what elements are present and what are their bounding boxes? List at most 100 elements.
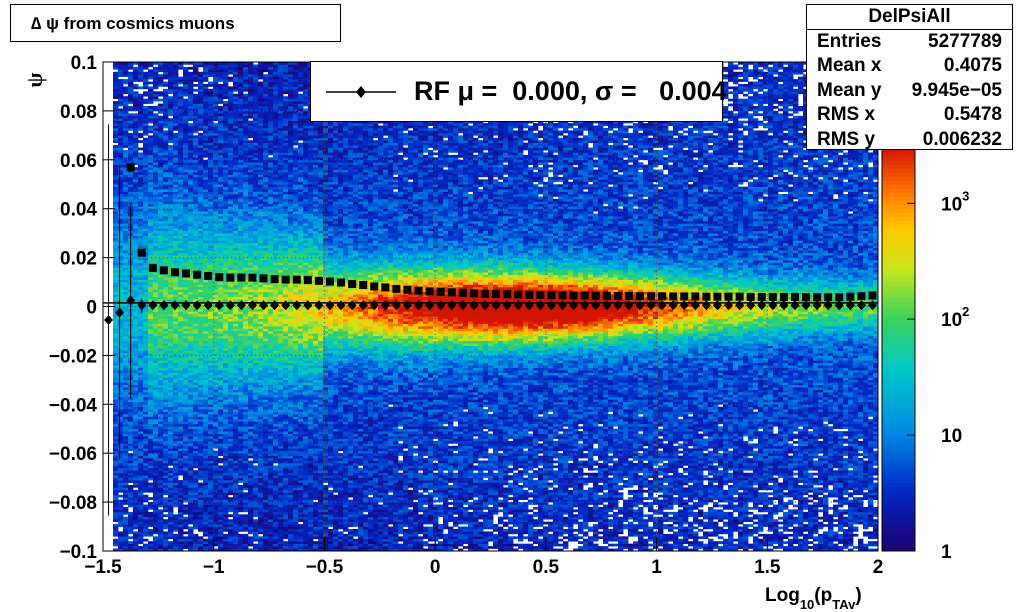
heatmap-cell xyxy=(208,170,213,173)
heatmap-cell xyxy=(208,111,213,114)
heatmap-cell xyxy=(143,346,148,349)
heatmap-cell xyxy=(113,128,118,131)
heatmap-cell xyxy=(138,385,143,388)
heatmap-cell xyxy=(183,277,188,280)
heatmap-cell xyxy=(113,82,118,85)
heatmap-cell xyxy=(138,116,143,119)
heatmap-cell xyxy=(203,485,208,488)
heatmap-cell xyxy=(178,250,183,253)
heatmap-cell xyxy=(238,436,243,439)
heatmap-cell xyxy=(118,507,123,510)
heatmap-cell xyxy=(233,187,238,190)
heatmap-cell xyxy=(218,294,223,297)
heatmap-cell xyxy=(163,253,168,256)
heatmap-cell xyxy=(218,407,223,410)
heatmap-cell xyxy=(228,502,233,505)
heatmap-cell xyxy=(168,311,173,314)
heatmap-cell xyxy=(198,407,203,410)
heatmap-cell xyxy=(168,373,173,376)
heatmap-cell xyxy=(113,456,118,459)
heatmap-cell xyxy=(233,297,238,300)
heatmap-cell xyxy=(133,512,138,515)
heatmap-cell xyxy=(123,174,128,177)
heatmap-cell xyxy=(203,201,208,204)
heatmap-cell xyxy=(238,536,243,539)
heatmap-cell xyxy=(138,236,143,239)
heatmap-cell xyxy=(218,206,223,209)
heatmap-cell xyxy=(178,480,183,483)
heatmap-cell xyxy=(118,395,123,398)
heatmap-cell xyxy=(158,490,163,493)
heatmap-cell xyxy=(133,172,138,175)
heatmap-cell xyxy=(138,351,143,354)
heatmap-cell xyxy=(113,541,118,544)
heatmap-cell xyxy=(143,524,148,527)
heatmap-cell xyxy=(158,299,163,302)
heatmap-cell xyxy=(178,262,183,265)
heatmap-cell xyxy=(123,128,128,131)
heatmap-cell xyxy=(173,426,178,429)
heatmap-cell xyxy=(113,216,118,219)
heatmap-cell xyxy=(118,214,123,217)
heatmap-cell xyxy=(128,522,133,525)
heatmap-cell xyxy=(138,377,143,380)
heatmap-cell xyxy=(228,451,233,454)
heatmap-cell xyxy=(183,192,188,195)
heatmap-cell xyxy=(183,94,188,97)
heatmap-cell xyxy=(183,135,188,138)
heatmap-cell xyxy=(128,461,133,464)
heatmap-cell xyxy=(168,441,173,444)
heatmap-cell xyxy=(183,201,188,204)
heatmap-cell xyxy=(208,294,213,297)
heatmap-cell xyxy=(193,465,198,468)
heatmap-cell xyxy=(198,148,203,151)
heatmap-cell xyxy=(148,443,153,446)
heatmap-cell xyxy=(223,172,228,175)
heatmap-cell xyxy=(188,243,193,246)
heatmap-cell xyxy=(148,128,153,131)
heatmap-cell xyxy=(173,170,178,173)
heatmap-cell xyxy=(178,368,183,371)
heatmap-cell xyxy=(218,96,223,99)
heatmap-cell xyxy=(153,121,158,124)
heatmap-cell xyxy=(168,331,173,334)
heatmap-cell xyxy=(228,133,233,136)
heatmap-cell xyxy=(133,233,138,236)
heatmap-cell xyxy=(158,143,163,146)
heatmap-cell xyxy=(178,363,183,366)
heatmap-cell xyxy=(178,358,183,361)
heatmap-cell xyxy=(178,140,183,143)
heatmap-cell xyxy=(208,262,213,265)
heatmap-cell xyxy=(148,512,153,515)
heatmap-cell xyxy=(188,446,193,449)
heatmap-cell xyxy=(113,524,118,527)
heatmap-cell xyxy=(143,228,148,231)
heatmap-cell xyxy=(148,113,153,116)
heatmap-cell xyxy=(188,201,193,204)
heatmap-cell xyxy=(218,541,223,544)
heatmap-cell xyxy=(143,324,148,327)
heatmap-cell xyxy=(208,461,213,464)
heatmap-cell xyxy=(223,314,228,317)
heatmap-cell xyxy=(178,409,183,412)
heatmap-cell xyxy=(218,534,223,537)
heatmap-cell xyxy=(183,377,188,380)
heatmap-cell xyxy=(228,111,233,114)
heatmap-cell xyxy=(188,487,193,490)
heatmap-cell xyxy=(158,236,163,239)
heatmap-cell xyxy=(198,214,203,217)
heatmap-cell xyxy=(168,82,173,85)
heatmap-cell xyxy=(153,382,158,385)
heatmap-cell xyxy=(128,118,133,121)
heatmap-cell xyxy=(168,72,173,75)
heatmap-cell xyxy=(133,341,138,344)
heatmap-cell xyxy=(133,126,138,129)
heatmap-cell xyxy=(183,536,188,539)
heatmap-cell xyxy=(148,226,153,229)
heatmap-cell xyxy=(118,424,123,427)
heatmap-cell xyxy=(208,130,213,133)
heatmap-cell xyxy=(138,346,143,349)
heatmap-cell xyxy=(143,441,148,444)
heatmap-cell xyxy=(123,439,128,442)
heatmap-cell xyxy=(118,505,123,508)
